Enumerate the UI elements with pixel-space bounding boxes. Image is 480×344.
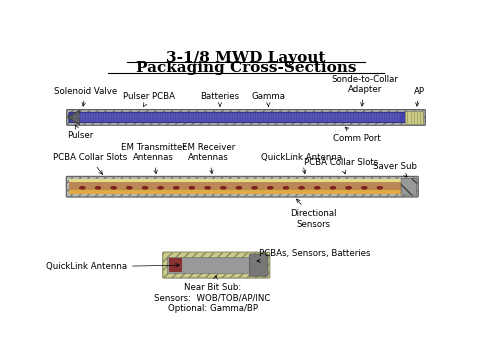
Text: Directional
Sensors: Directional Sensors <box>290 199 336 229</box>
Text: QuickLink Antenna: QuickLink Antenna <box>46 262 179 271</box>
Text: QuickLink Antenna: QuickLink Antenna <box>261 153 342 174</box>
Ellipse shape <box>377 186 383 189</box>
Text: Batteries: Batteries <box>200 92 240 107</box>
Text: 3-1/8 MWD Layout: 3-1/8 MWD Layout <box>166 51 326 65</box>
Ellipse shape <box>220 186 226 189</box>
Ellipse shape <box>157 186 164 189</box>
Bar <box>69 179 402 184</box>
Text: PCBA Collar Slots: PCBA Collar Slots <box>53 153 127 174</box>
Ellipse shape <box>204 186 211 189</box>
Ellipse shape <box>267 186 273 189</box>
Bar <box>405 111 423 123</box>
Ellipse shape <box>79 186 85 189</box>
Ellipse shape <box>95 186 101 189</box>
FancyBboxPatch shape <box>401 178 417 195</box>
Bar <box>169 258 182 272</box>
Text: Near Bit Sub:
Sensors:  WOB/TOB/AP/INC
Optional: Gamma/BP: Near Bit Sub: Sensors: WOB/TOB/AP/INC Op… <box>155 276 271 313</box>
Ellipse shape <box>252 186 258 189</box>
Ellipse shape <box>299 186 305 189</box>
Text: Gamma: Gamma <box>252 92 285 107</box>
Ellipse shape <box>330 186 336 189</box>
Text: EM Transmitter
Antennas: EM Transmitter Antennas <box>120 143 185 174</box>
Ellipse shape <box>361 186 367 189</box>
Text: EM Receiver
Antennas: EM Receiver Antennas <box>182 143 235 174</box>
Text: Saver Sub: Saver Sub <box>373 162 417 177</box>
Ellipse shape <box>314 186 320 189</box>
FancyBboxPatch shape <box>249 254 268 276</box>
FancyBboxPatch shape <box>69 112 423 122</box>
Text: PCBA Collar Slots: PCBA Collar Slots <box>304 158 378 174</box>
Text: AP: AP <box>413 87 424 106</box>
Bar <box>167 257 249 273</box>
FancyBboxPatch shape <box>67 110 425 125</box>
Ellipse shape <box>126 186 132 189</box>
Text: Solenoid Valve: Solenoid Valve <box>54 87 118 106</box>
Ellipse shape <box>111 186 117 189</box>
Text: Comm Port: Comm Port <box>334 127 381 143</box>
Bar <box>69 190 402 194</box>
Ellipse shape <box>189 186 195 189</box>
Ellipse shape <box>283 186 289 189</box>
Ellipse shape <box>236 186 242 189</box>
Ellipse shape <box>142 186 148 189</box>
Polygon shape <box>67 110 79 125</box>
Ellipse shape <box>346 186 351 189</box>
Text: Pulser PCBA: Pulser PCBA <box>123 92 175 107</box>
Bar <box>69 182 402 192</box>
FancyBboxPatch shape <box>163 252 270 278</box>
Ellipse shape <box>173 186 179 189</box>
Text: Sonde-to-Collar
Adapter: Sonde-to-Collar Adapter <box>332 75 398 106</box>
FancyBboxPatch shape <box>66 176 418 197</box>
Text: Packaging Cross-Sections: Packaging Cross-Sections <box>136 61 356 75</box>
Text: PCBAs, Sensors, Batteries: PCBAs, Sensors, Batteries <box>257 249 371 262</box>
Text: Pulser: Pulser <box>67 125 94 140</box>
